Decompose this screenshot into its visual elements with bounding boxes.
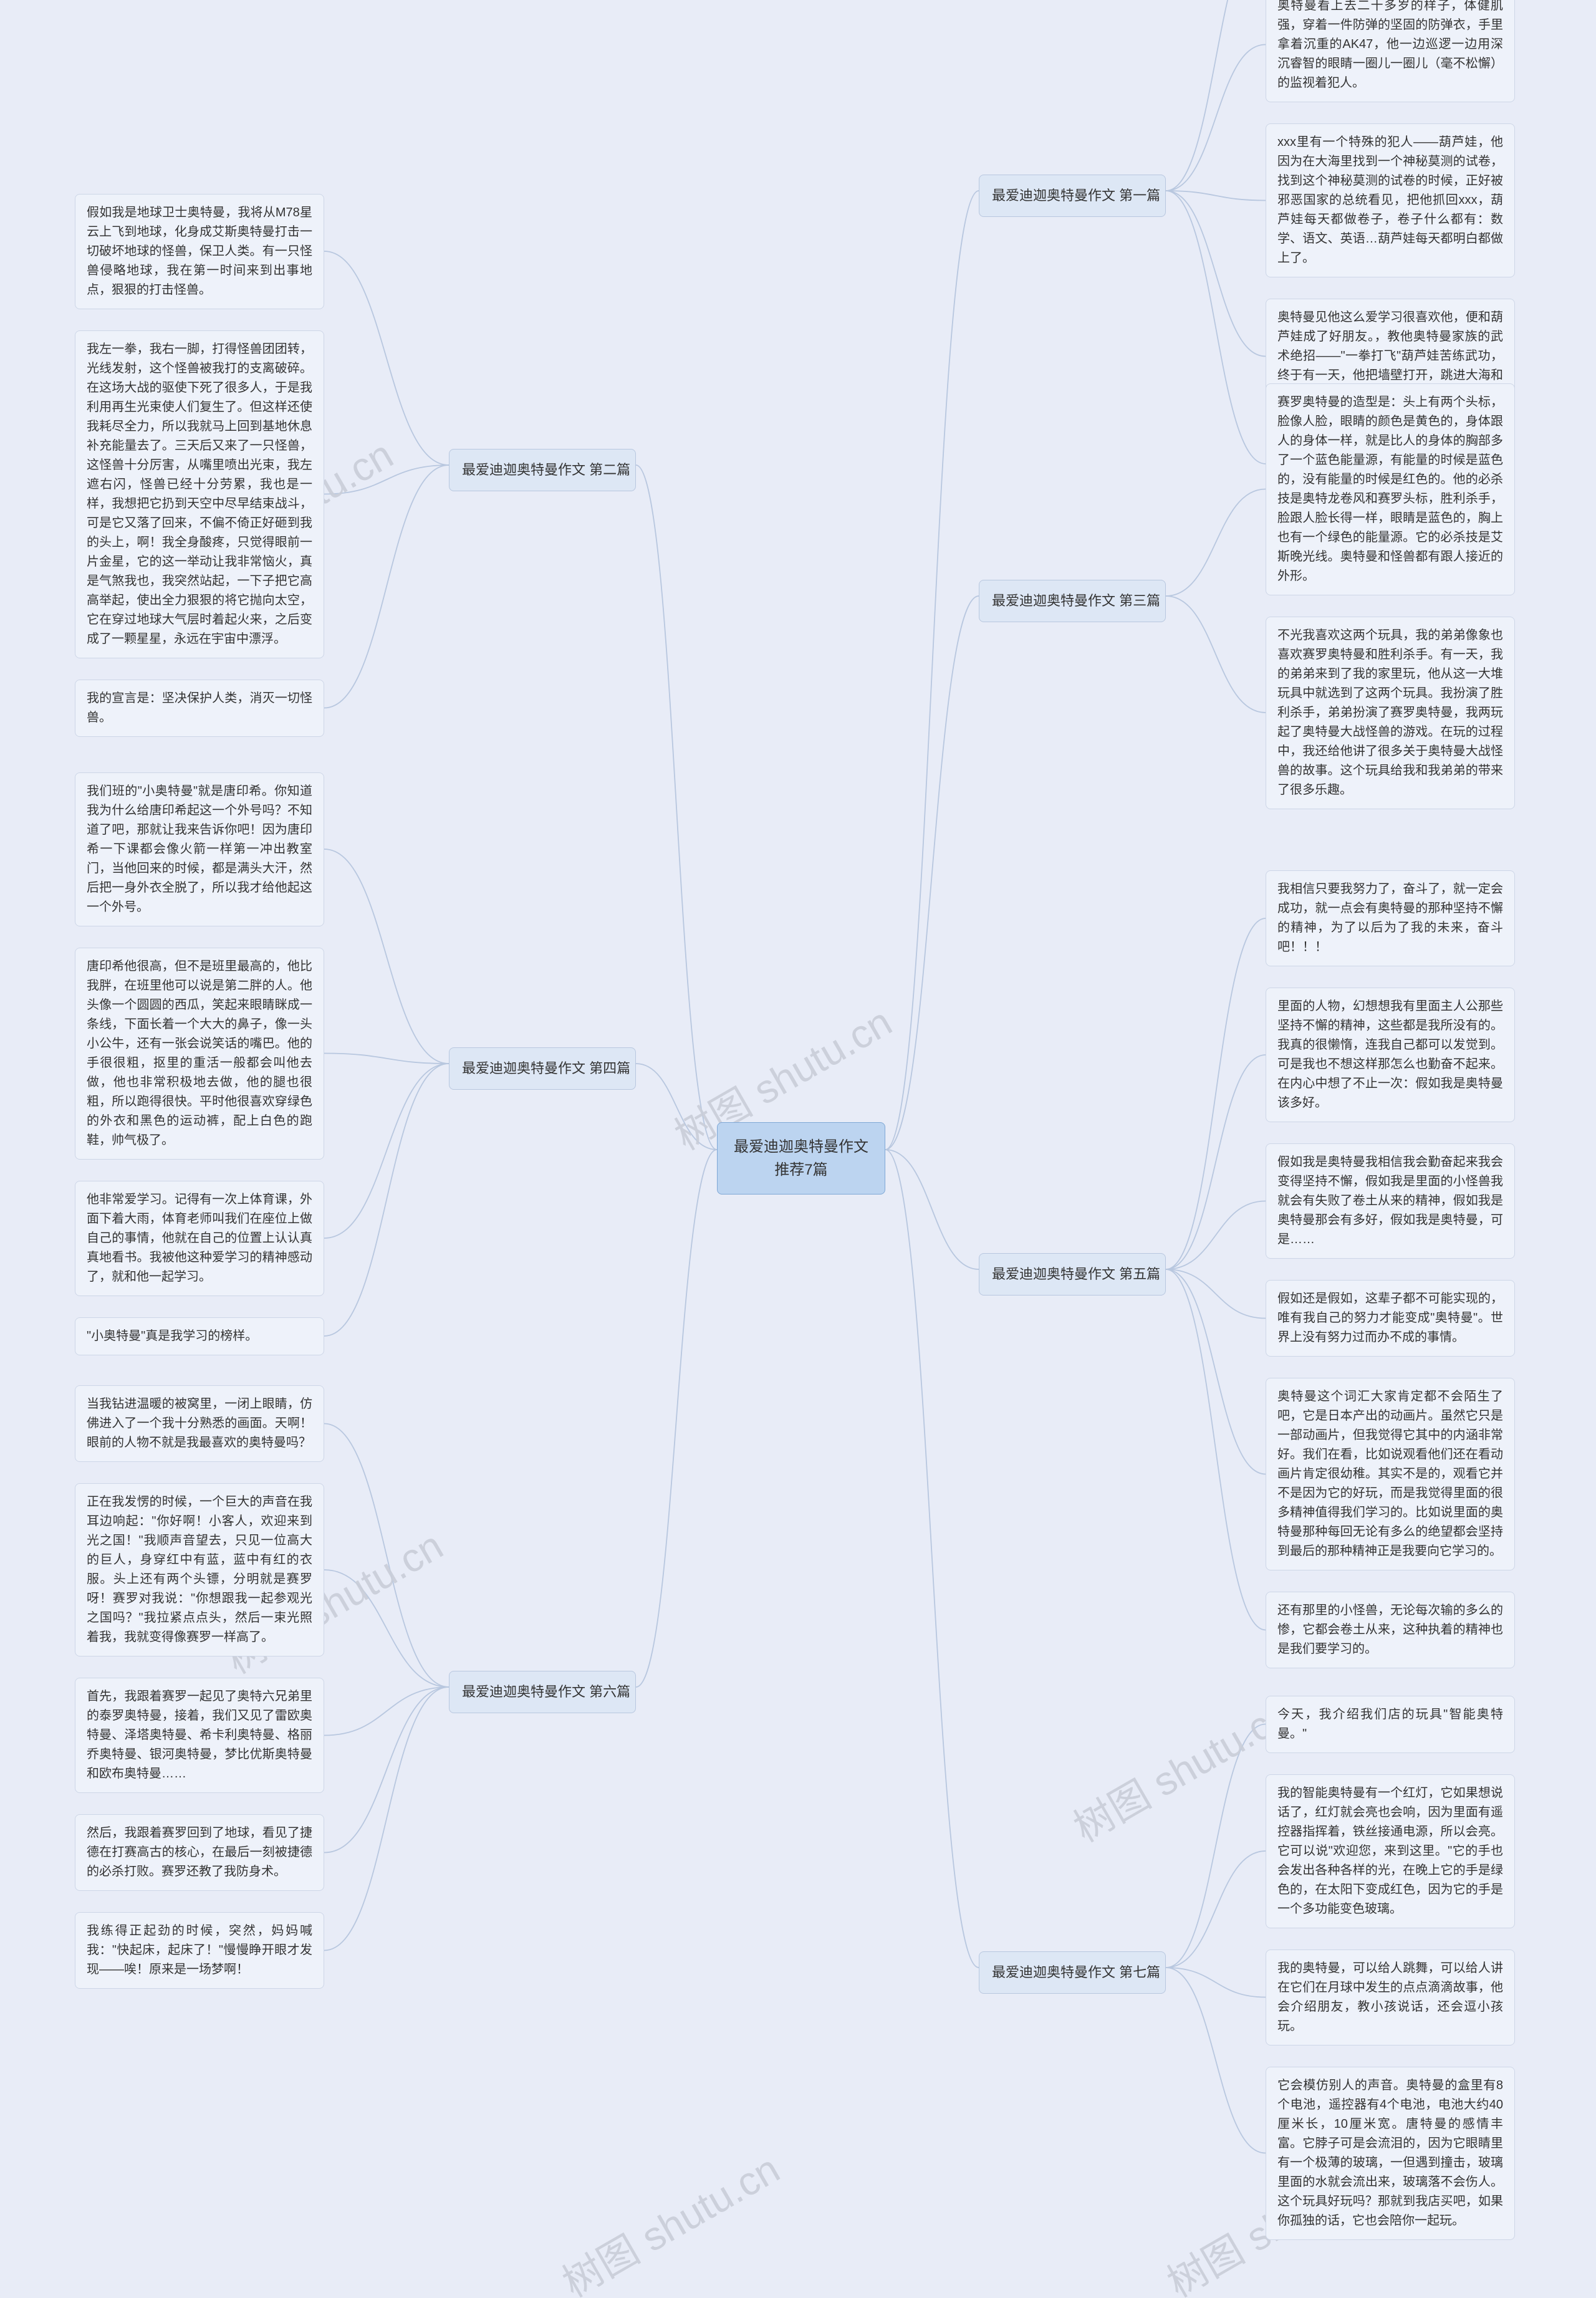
leaf-node-s7-0: 今天，我介绍我们店的玩具"智能奥特曼。" bbox=[1266, 1696, 1515, 1753]
leaf-node-s5-0: 我相信只要我努力了，奋斗了，就一定会成功，就一点会有奥特曼的那种坚持不懈的精神，… bbox=[1266, 870, 1515, 966]
leaf-node-s5-2: 假如我是奥特曼我相信我会勤奋起来我会变得坚持不懈，假如我是里面的小怪兽我就会有失… bbox=[1266, 1143, 1515, 1259]
leaf-node-s2-2: 我的宣言是：坚决保护人类，消灭一切怪兽。 bbox=[75, 680, 324, 737]
leaf-node-s1-2: xxx里有一个特殊的犯人——葫芦娃，他因为在大海里找到一个神秘莫测的试卷，找到这… bbox=[1266, 123, 1515, 277]
section-node-s3: 最爱迪迦奥特曼作文 第三篇 bbox=[979, 580, 1166, 622]
leaf-node-s6-2: 首先，我跟着赛罗一起见了奥特六兄弟里的泰罗奥特曼，接着，我们又见了雷欧奥特曼、泽… bbox=[75, 1678, 324, 1793]
leaf-node-s5-3: 假如还是假如，这辈子都不可能实现的，唯有我自己的努力才能变成"奥特曼"。世界上没… bbox=[1266, 1280, 1515, 1357]
leaf-node-s6-3: 然后，我跟着赛罗回到了地球，看见了捷德在打赛高古的核心，在最后一刻被捷德的必杀打… bbox=[75, 1814, 324, 1891]
section-node-s7: 最爱迪迦奥特曼作文 第七篇 bbox=[979, 1951, 1166, 1994]
section-node-s5: 最爱迪迦奥特曼作文 第五篇 bbox=[979, 1253, 1166, 1296]
section-node-s4: 最爱迪迦奥特曼作文 第四篇 bbox=[449, 1047, 636, 1090]
root-node: 最爱迪迦奥特曼作文推荐7篇 bbox=[717, 1122, 885, 1195]
mindmap-canvas: 树图 shutu.cn树图 shutu.cn树图 shutu.cn树图 shut… bbox=[0, 0, 1596, 2298]
section-node-s6: 最爱迪迦奥特曼作文 第六篇 bbox=[449, 1671, 636, 1713]
section-node-s2: 最爱迪迦奥特曼作文 第二篇 bbox=[449, 449, 636, 491]
leaf-node-s7-3: 它会模仿别人的声音。奥特曼的盒里有8个电池，遥控器有4个电池，电池大约40厘米长… bbox=[1266, 2067, 1515, 2240]
leaf-node-s4-1: 唐印希他很高，但不是班里最高的，他比我胖，在班里他可以说是第二胖的人。他头像一个… bbox=[75, 948, 324, 1160]
leaf-node-s2-1: 我左一拳，我右一脚，打得怪兽团团转，光线发射，这个怪兽被我打的支离破碎。在这场大… bbox=[75, 330, 324, 658]
leaf-node-s5-5: 还有那里的小怪兽，无论每次输的多么的惨，它都会卷土从来，这种执着的精神也是我们要… bbox=[1266, 1592, 1515, 1668]
section-node-s1: 最爱迪迦奥特曼作文 第一篇 bbox=[979, 175, 1166, 217]
leaf-node-s7-1: 我的智能奥特曼有一个红灯，它如果想说话了，红灯就会亮也会响，因为里面有遥控器指挥… bbox=[1266, 1774, 1515, 1928]
leaf-node-s1-1: 奥特曼看上去二十多岁的样子，体健肌强，穿着一件防弹的坚固的防弹衣，手里拿着沉重的… bbox=[1266, 0, 1515, 102]
leaf-node-s6-1: 正在我发愣的时候，一个巨大的声音在我耳边响起："你好啊！小客人，欢迎来到光之国！… bbox=[75, 1483, 324, 1656]
leaf-node-s5-4: 奥特曼这个词汇大家肯定都不会陌生了吧，它是日本产出的动画片。虽然它只是一部动画片… bbox=[1266, 1378, 1515, 1570]
leaf-node-s2-0: 假如我是地球卫士奥特曼，我将从M78星云上飞到地球，化身成艾斯奥特曼打击一切破坏… bbox=[75, 194, 324, 309]
leaf-node-s6-4: 我练得正起劲的时候，突然，妈妈喊我："快起床，起床了！"慢慢睁开眼才发现——唉！… bbox=[75, 1912, 324, 1989]
leaf-node-s4-2: 他非常爱学习。记得有一次上体育课，外面下着大雨，体育老师叫我们在座位上做自己的事… bbox=[75, 1181, 324, 1296]
leaf-node-s3-0: 赛罗奥特曼的造型是：头上有两个头标，脸像人脸，眼睛的颜色是黄色的，身体跟人的身体… bbox=[1266, 383, 1515, 595]
leaf-node-s5-1: 里面的人物，幻想想我有里面主人公那些坚持不懈的精神，这些都是我所没有的。我真的很… bbox=[1266, 988, 1515, 1122]
leaf-node-s4-3: "小奥特曼"真是我学习的榜样。 bbox=[75, 1317, 324, 1355]
watermark: 树图 shutu.cn bbox=[1062, 1683, 1300, 1853]
watermark: 树图 shutu.cn bbox=[550, 2138, 789, 2298]
leaf-node-s7-2: 我的奥特曼，可以给人跳舞，可以给人讲在它们在月球中发生的点点滴滴故事，他会介绍朋… bbox=[1266, 1949, 1515, 2046]
leaf-node-s4-0: 我们班的"小奥特曼"就是唐印希。你知道我为什么给唐印希起这一个外号吗？不知道了吧… bbox=[75, 772, 324, 926]
leaf-node-s3-1: 不光我喜欢这两个玩具，我的弟弟像象也喜欢赛罗奥特曼和胜利杀手。有一天，我的弟弟来… bbox=[1266, 617, 1515, 809]
leaf-node-s6-0: 当我钻进温暖的被窝里，一闭上眼睛，仿佛进入了一个我十分熟悉的画面。天啊！眼前的人… bbox=[75, 1385, 324, 1462]
